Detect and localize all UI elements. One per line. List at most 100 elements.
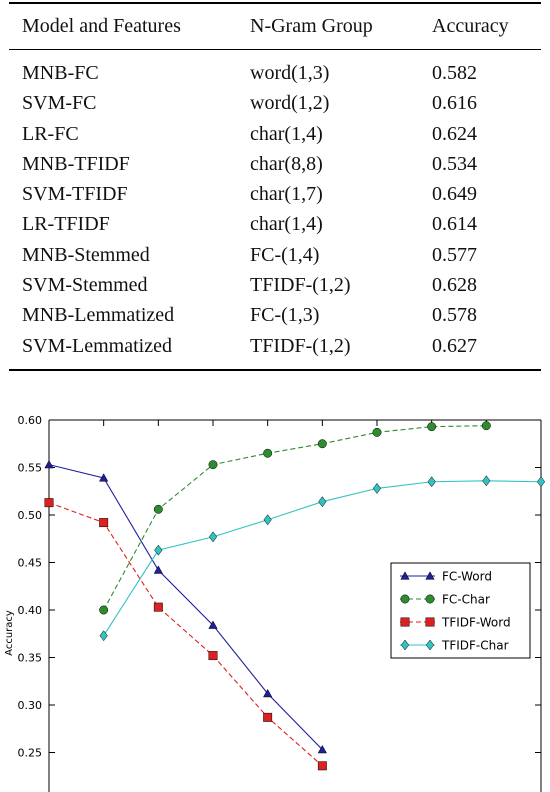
data-point (317, 439, 327, 449)
cell-accuracy: 0.578 (432, 304, 477, 327)
table-header-row: Model and Features N-Gram Group Accuracy (9, 3, 541, 50)
legend-marker (400, 594, 410, 604)
legend-marker (425, 594, 435, 604)
legend-label: TFIDF-Char (441, 639, 509, 653)
legend-label: FC-Char (442, 593, 490, 607)
y-tick-label: 0.50 (18, 509, 43, 522)
legend: FC-Word FC-Char TFIDF-Word TFIDF-Char (390, 562, 531, 659)
cell-model: MNB-Lemmatized (22, 304, 175, 327)
y-tick-label: 0.40 (18, 604, 43, 617)
cell-model: SVM-Lemmatized (22, 334, 172, 357)
table-row: SVM-TFIDF char(1,7) 0.649 (9, 179, 541, 209)
table-row: SVM-Lemmatized TFIDF-(1,2) 0.627 (9, 331, 541, 370)
data-point (372, 427, 382, 437)
y-axis-label: Accuracy (4, 610, 15, 656)
legend-label: FC-Word (442, 570, 492, 584)
data-point (153, 504, 163, 514)
cell-ngram: char(1,4) (250, 122, 323, 145)
cell-model: SVM-TFIDF (22, 183, 128, 206)
cell-accuracy: 0.649 (432, 183, 477, 206)
data-point (44, 459, 54, 469)
cell-accuracy: 0.628 (432, 274, 477, 297)
data-point (99, 518, 109, 528)
y-tick-label: 0.30 (18, 699, 43, 712)
data-point (44, 498, 54, 508)
cell-accuracy: 0.614 (432, 213, 477, 236)
cell-ngram: TFIDF-(1,2) (250, 274, 351, 297)
data-point (482, 475, 491, 487)
cell-model: MNB-Stemmed (22, 243, 150, 266)
cell-accuracy: 0.577 (432, 243, 477, 266)
legend-marker (400, 571, 410, 580)
series-tfidf-word (44, 498, 327, 771)
y-tick-label: 0.35 (18, 652, 43, 665)
legend-box (390, 562, 531, 659)
cell-ngram: TFIDF-(1,2) (250, 334, 351, 357)
cell-ngram: FC-(1,4) (250, 243, 320, 266)
data-point (263, 448, 273, 458)
legend-marker (425, 571, 435, 580)
data-point (208, 531, 218, 543)
results-table: Model and Features N-Gram Group Accuracy… (9, 2, 541, 371)
table-row: SVM-Stemmed TFIDF-(1,2) 0.628 (9, 270, 541, 300)
series-tfidf-char (99, 475, 546, 642)
series-line (48, 464, 323, 751)
cell-model: MNB-TFIDF (22, 152, 130, 175)
cell-accuracy: 0.627 (432, 334, 477, 357)
data-point (481, 421, 491, 431)
data-point (536, 476, 546, 488)
data-point (263, 712, 273, 722)
column-header-model: Model and Features (22, 15, 181, 37)
data-point (153, 602, 163, 612)
cell-model: SVM-Stemmed (22, 274, 148, 297)
cell-ngram: word(1,2) (250, 92, 330, 115)
table-row: LR-TFIDF char(1,4) 0.614 (9, 209, 541, 239)
legend-marker (400, 617, 410, 627)
legend-label: TFIDF-Word (441, 616, 511, 630)
y-tick-label: 0.60 (18, 414, 43, 427)
data-point (99, 605, 109, 615)
table-row: MNB-Lemmatized FC-(1,3) 0.578 (9, 300, 541, 330)
data-point (317, 744, 327, 754)
data-point (99, 473, 109, 482)
data-point (263, 514, 272, 526)
data-point (318, 496, 327, 508)
table-row: SVM-FC word(1,2) 0.616 (9, 88, 541, 118)
table-row: MNB-FC word(1,3) 0.582 (9, 50, 541, 89)
data-point (263, 688, 273, 698)
y-tick-label: 0.25 (18, 747, 43, 760)
cell-accuracy: 0.616 (432, 92, 477, 115)
data-point (372, 482, 382, 494)
cell-model: SVM-FC (22, 92, 97, 115)
data-point (154, 544, 163, 556)
data-point (427, 422, 437, 432)
series-line (48, 502, 323, 767)
data-point (208, 620, 218, 629)
legend-marker (425, 639, 435, 651)
legend-marker (400, 639, 410, 651)
cell-model: MNB-FC (22, 62, 99, 84)
data-point (208, 651, 218, 661)
table-row: MNB-TFIDF char(8,8) 0.534 (9, 149, 541, 179)
cell-ngram: char(8,8) (250, 152, 323, 175)
data-point (208, 460, 218, 470)
legend-marker (425, 617, 435, 627)
table-row: LR-FC char(1,4) 0.624 (9, 119, 541, 149)
cell-ngram: FC-(1,3) (250, 304, 320, 327)
table-row: MNB-Stemmed FC-(1,4) 0.577 (9, 240, 541, 270)
cell-ngram: char(1,4) (250, 213, 323, 236)
cell-accuracy: 0.624 (432, 122, 477, 145)
data-point (427, 476, 436, 488)
data-point (153, 565, 163, 574)
cell-ngram: word(1,3) (250, 62, 330, 84)
cell-model: LR-TFIDF (22, 213, 110, 236)
y-tick-label: 0.55 (18, 462, 43, 475)
data-point (99, 630, 108, 642)
series-fc-char (99, 421, 491, 615)
cell-accuracy: 0.582 (432, 62, 477, 84)
cell-ngram: char(1,7) (250, 183, 323, 206)
series-line (103, 425, 487, 611)
cell-model: LR-FC (22, 122, 79, 145)
results-table-container: Model and Features N-Gram Group Accuracy… (9, 2, 541, 371)
data-point (317, 761, 327, 771)
